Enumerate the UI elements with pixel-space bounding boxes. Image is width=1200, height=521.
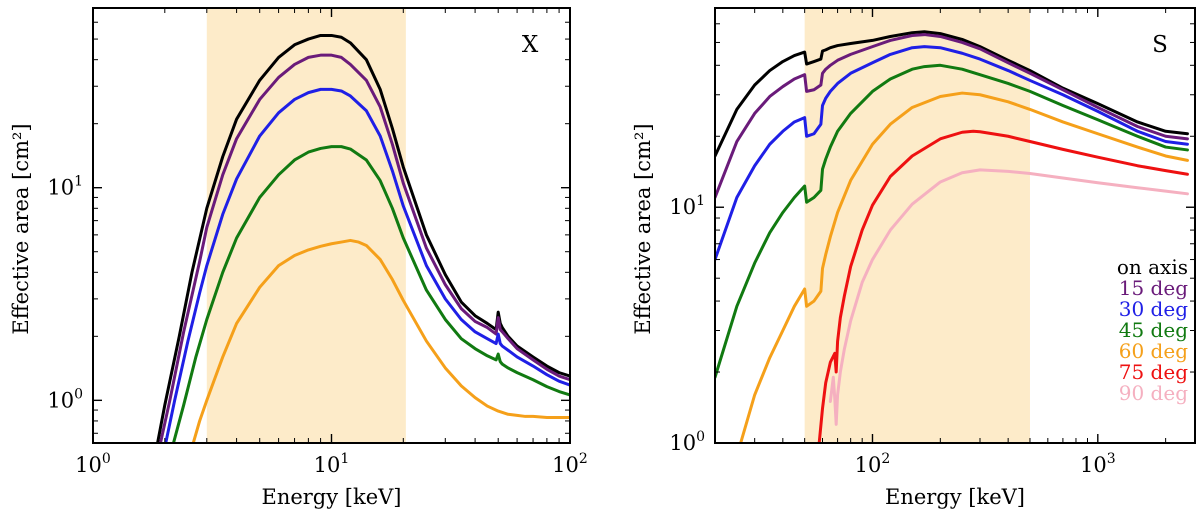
legend-entry: 15 deg	[1119, 276, 1188, 300]
panel-label: S	[1152, 32, 1168, 58]
series-line-45-deg	[715, 63, 1189, 379]
series-line-on-axis	[156, 33, 570, 443]
plot-frame	[714, 7, 1196, 444]
y-axis-label: Effective area [cm²]	[9, 123, 33, 334]
x-tick-label: 101	[314, 451, 350, 477]
x-axis-label: Energy [keV]	[885, 485, 1025, 509]
panel-s: 102 103 100 101 Energy [keV] Effective area […	[631, 7, 1196, 509]
legend-entry: 75 deg	[1119, 360, 1188, 384]
y-tick-label: 101	[669, 193, 705, 219]
y-tick-label: 100	[47, 386, 83, 412]
series-line-60-deg	[191, 238, 570, 443]
x-tick-label: 103	[1080, 451, 1116, 477]
legend-entry: 90 deg	[1119, 381, 1188, 405]
series-line-60-deg	[739, 91, 1189, 443]
x-axis-label: Energy [keV]	[261, 485, 401, 509]
x-tick-label: 102	[855, 451, 891, 477]
legend-entry: on axis	[1117, 255, 1188, 279]
x-tick-label: 102	[552, 451, 588, 477]
series-group	[715, 30, 1189, 443]
y-tick-label: 101	[47, 174, 83, 200]
series-line-on-axis	[715, 30, 1189, 158]
series-line-30-deg	[715, 45, 1189, 262]
x-tick-label: 100	[75, 451, 111, 477]
y-tick-label: 100	[669, 429, 705, 455]
y-axis-label: Effective area [cm²]	[631, 123, 655, 334]
series-line-15-deg	[715, 33, 1189, 199]
series-line-75-deg	[817, 129, 1189, 443]
legend-entry: 45 deg	[1119, 318, 1188, 342]
series-line-15-deg	[158, 53, 570, 443]
legend-entry: 60 deg	[1119, 339, 1188, 363]
shaded-band	[206, 8, 406, 443]
series-line-30-deg	[164, 87, 570, 443]
series-line-45-deg	[171, 145, 570, 443]
series-line-90-deg	[828, 168, 1189, 426]
series-group	[156, 33, 570, 443]
legend-entry: 30 deg	[1119, 297, 1188, 321]
panel-label: X	[522, 32, 539, 58]
panel-x: 100 101 102 100 101 Energy [keV] Effective are…	[9, 7, 588, 509]
